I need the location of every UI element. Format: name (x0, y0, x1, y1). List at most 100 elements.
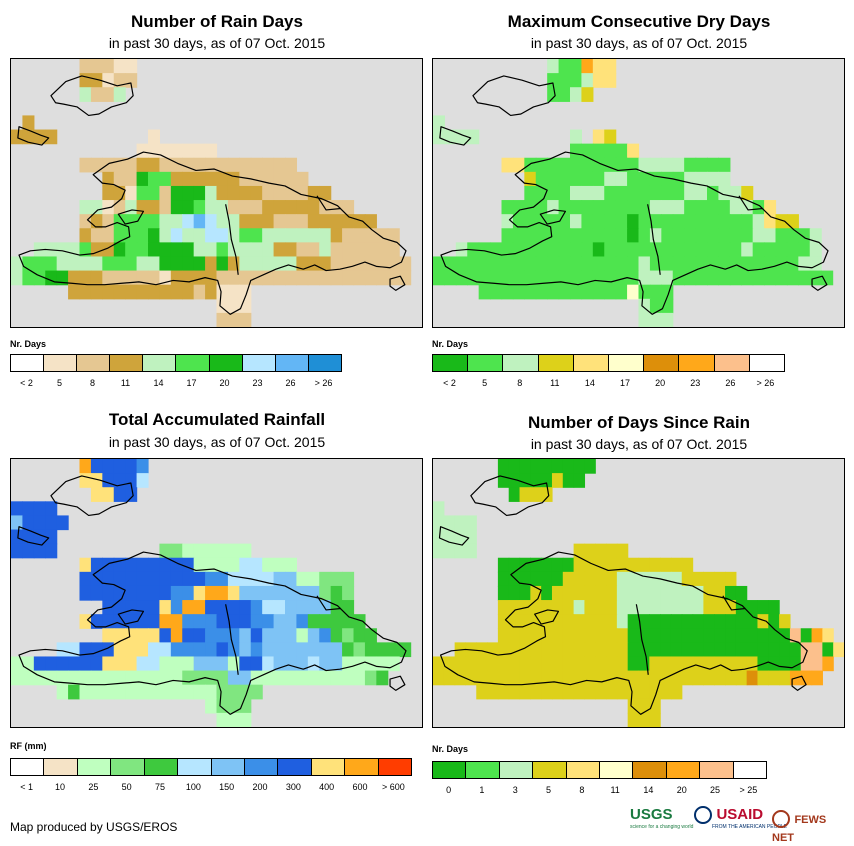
coastline-path (471, 476, 549, 515)
grid-cell (205, 628, 218, 643)
grid-cell (433, 529, 445, 545)
grid-cell (811, 628, 823, 643)
grid-cell (148, 157, 161, 173)
grid-cell (216, 228, 229, 243)
grid-cell (541, 600, 553, 615)
grid-cell (262, 242, 275, 258)
grid-cell (262, 200, 275, 215)
grid-cell (102, 459, 115, 474)
grid-cell (285, 242, 298, 258)
grid-cell (703, 642, 715, 658)
grid-cell (570, 270, 583, 286)
coastline-path (439, 527, 468, 545)
legend-label: 14 (153, 378, 164, 388)
grid-cell (250, 628, 263, 643)
grid-cell (307, 256, 320, 272)
grid-cell (444, 270, 457, 286)
grid-cell (205, 600, 218, 615)
grid-cell (455, 256, 468, 272)
grid-cell (497, 459, 510, 474)
coastline-path (723, 596, 746, 610)
grid-cell (638, 600, 650, 615)
grid-cell (90, 256, 103, 272)
grid-cell (342, 642, 355, 658)
grid-cell (547, 270, 560, 286)
grid-cell (465, 529, 477, 545)
grid-cell (273, 614, 286, 629)
grid-cell (551, 600, 564, 615)
grid-cell (113, 270, 126, 286)
grid-cell (33, 656, 46, 672)
grid-cell (661, 270, 674, 286)
grid-cell (551, 571, 564, 587)
grid-cell (768, 614, 780, 629)
grid-cell (102, 59, 115, 74)
grid-cell (170, 171, 183, 187)
grid-cell (627, 171, 640, 187)
grid-cell (170, 614, 183, 629)
grid-cell (102, 228, 115, 243)
grid-cell (692, 628, 704, 643)
grid-cell (725, 585, 737, 601)
grid-cell (707, 185, 720, 201)
grid-cell (159, 284, 172, 300)
legend-swatch (110, 355, 144, 371)
grid-cell (227, 656, 240, 672)
grid-cell (707, 270, 720, 286)
grid-cell (182, 585, 195, 601)
grid-cell (541, 557, 553, 573)
grid-cell (216, 256, 229, 272)
grid-cell (205, 171, 218, 187)
grid-cell (524, 185, 537, 201)
grid-cell (670, 585, 683, 601)
grid-cell (476, 642, 488, 658)
map-dry-days (432, 58, 845, 328)
legend-swatch (733, 762, 767, 778)
grid-cell (535, 270, 548, 286)
grid-cell (102, 157, 115, 173)
grid-cell (136, 557, 149, 573)
grid-cell (148, 628, 161, 643)
grid-cell (170, 628, 183, 643)
grid-cell (592, 284, 605, 300)
grid-cell (681, 670, 694, 686)
grid-cell (239, 171, 252, 187)
grid-cell (606, 557, 618, 573)
grid-cell (125, 214, 138, 229)
legend-label: 11 (610, 785, 620, 795)
grid-cell (342, 228, 355, 243)
grid-cell (250, 256, 263, 272)
grid-cell (558, 284, 571, 300)
grid-cell (764, 200, 777, 215)
grid-cell (465, 670, 477, 686)
grid-cell (319, 228, 332, 243)
grid-cell (102, 473, 115, 488)
legend-label: 600 (352, 782, 368, 792)
grid-cell (757, 642, 769, 658)
grid-cell (307, 214, 320, 229)
grid-cell (741, 185, 754, 201)
grid-cell (33, 256, 46, 272)
grid-cell (519, 557, 531, 573)
grid-cell (684, 185, 697, 201)
grid-cell (661, 256, 674, 272)
grid-cell (661, 242, 674, 258)
grid-cell (508, 614, 521, 629)
grid-cell (497, 585, 510, 601)
legend-bar (10, 354, 342, 372)
grid-cell (487, 684, 499, 700)
grid-cell (68, 670, 81, 686)
grid-cell (296, 642, 309, 658)
grid-cell (454, 670, 467, 686)
grid-cell (764, 242, 777, 258)
grid-cell (512, 242, 525, 258)
grid-cell (148, 642, 161, 658)
grid-cell (638, 171, 651, 187)
grid-cell (262, 256, 275, 272)
grid-cell (660, 571, 672, 587)
grid-cell (56, 270, 69, 286)
legend-swatch (278, 759, 312, 775)
grid-cell (584, 670, 596, 686)
legend-swatch (44, 759, 78, 775)
grid-cell (692, 571, 704, 587)
